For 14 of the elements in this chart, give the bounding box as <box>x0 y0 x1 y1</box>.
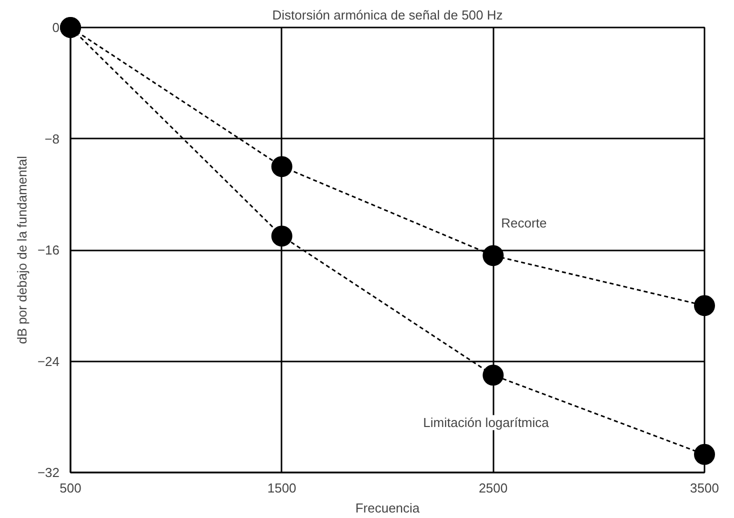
chart-title: Distorsión armónica de señal de 500 Hz <box>272 8 503 22</box>
series-label: Limitación logarítmica <box>423 415 550 430</box>
y-tick-label: −8 <box>44 131 60 146</box>
y-axis-title: dB por debajo de la fundamental <box>14 156 30 344</box>
y-tick-label: 0 <box>52 20 60 35</box>
x-tick-label: 500 <box>60 480 82 496</box>
y-tick-label: −32 <box>37 465 60 480</box>
y-tick-label: −16 <box>37 242 60 258</box>
x-tick-label: 1500 <box>267 480 296 496</box>
x-tick-label: 2500 <box>478 480 508 496</box>
y-tick-label: −24 <box>37 354 60 369</box>
x-axis-title: Frecuencia <box>355 500 420 516</box>
x-tick-label: 3500 <box>690 480 719 496</box>
series-label: Recorte <box>501 216 547 231</box>
